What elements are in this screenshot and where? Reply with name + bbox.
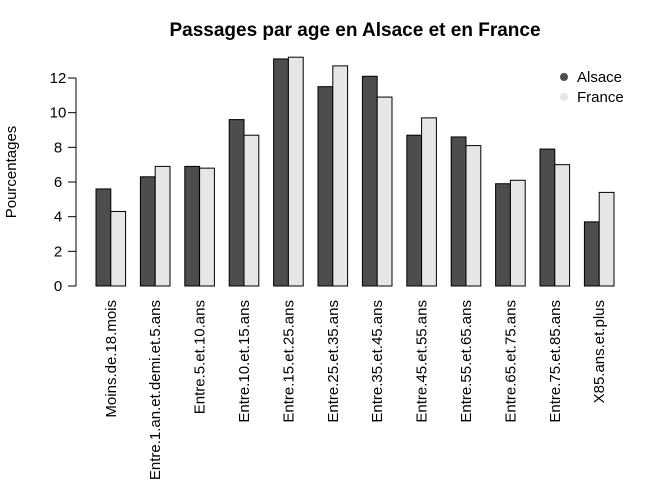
bar-france: [465, 145, 482, 287]
x-tick-label: Entre.15.et.25.ans: [280, 300, 297, 423]
category-labels: Moins.de.18.mois Entre.1.an.et.demi.et.5.…: [103, 300, 608, 480]
bar-alsace: [495, 183, 511, 287]
y-axis: 0 2 4 6 8 10 12: [50, 70, 77, 295]
x-tick-label: Entre.10.et.15.ans: [236, 300, 253, 423]
bar-alsace: [406, 134, 423, 287]
y-tick-label: 10: [50, 105, 67, 122]
bar-france: [598, 191, 615, 287]
bar-alsace: [361, 75, 378, 287]
legend-label: Alsace: [577, 69, 622, 86]
x-tick-label: Entre.35.et.45.ans: [369, 300, 386, 423]
x-tick-label: Entre.45.et.55.ans: [414, 300, 431, 423]
bar-alsace: [95, 188, 112, 287]
bar-france: [110, 210, 127, 287]
bar-france: [332, 65, 349, 287]
bar-alsace: [139, 176, 156, 287]
bar-alsace: [228, 119, 245, 287]
x-tick-label: Entre.5.et.10.ans: [192, 300, 209, 414]
legend-label: France: [577, 89, 624, 106]
bar-france: [554, 164, 571, 287]
y-tick-label: 6: [54, 174, 62, 191]
bar-alsace: [539, 148, 556, 287]
x-tick-label: Entre.65.et.75.ans: [502, 300, 519, 423]
y-axis-label: Pourcentages: [3, 126, 20, 219]
x-tick-label: Moins.de.18.mois: [103, 300, 120, 418]
legend-marker: [560, 73, 568, 81]
y-tick-label: 12: [50, 70, 67, 87]
chart-title: Passages par age en Alsace et en France: [169, 20, 540, 41]
x-tick-label: Entre.1.an.et.demi.et.5.ans: [147, 300, 164, 480]
bar-alsace: [273, 58, 289, 287]
bar-france: [421, 117, 437, 287]
x-tick-label: X85.ans.et.plus: [591, 300, 608, 403]
x-tick-label: Entre.75.et.85.ans: [547, 300, 564, 423]
bar-france: [199, 167, 215, 287]
bars: [95, 56, 615, 287]
x-tick-label: Entre.25.et.35.ans: [325, 300, 342, 423]
bar-alsace: [317, 86, 334, 287]
bar-france: [287, 56, 304, 287]
x-tick-label: Entre.55.et.65.ans: [458, 300, 475, 423]
bar-france: [509, 179, 526, 287]
bar-france: [376, 96, 393, 287]
legend: Alsace France: [560, 69, 624, 106]
bar-alsace: [450, 136, 467, 287]
y-tick-label: 8: [54, 139, 62, 156]
legend-marker: [560, 93, 568, 101]
bar-alsace: [583, 221, 600, 287]
y-tick-label: 4: [54, 209, 62, 226]
bar-france: [154, 165, 171, 287]
bar-france: [243, 134, 260, 287]
bar-alsace: [184, 165, 201, 287]
y-tick-label: 2: [54, 243, 62, 260]
y-tick-label: 0: [54, 278, 62, 295]
